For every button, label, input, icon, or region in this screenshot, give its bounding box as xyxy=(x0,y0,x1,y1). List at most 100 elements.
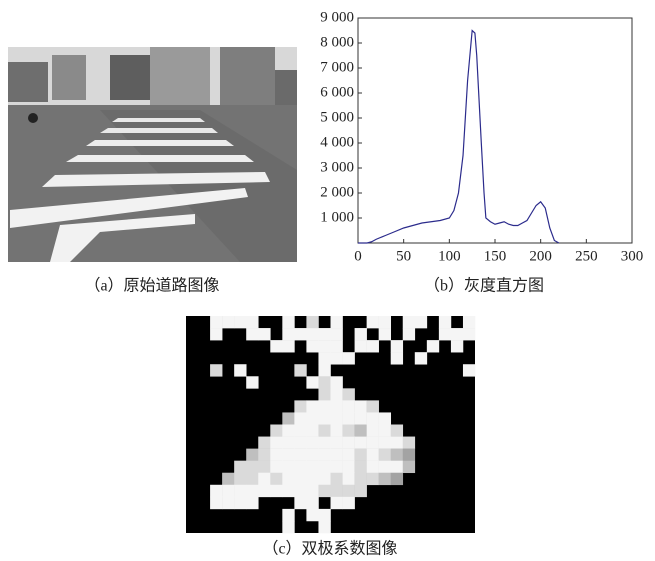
coefficient-block xyxy=(379,449,391,461)
coefficient-block xyxy=(463,316,475,328)
coefficient-block xyxy=(355,437,367,449)
coefficient-block xyxy=(331,461,343,473)
coefficient-block xyxy=(318,340,330,352)
coefficient-block xyxy=(246,485,258,497)
coefficient-block xyxy=(451,340,463,352)
coefficient-block xyxy=(318,461,330,473)
coefficient-block xyxy=(234,485,246,497)
page: {"chart_data": {"type": "line", "x": [0,… xyxy=(0,0,655,561)
coefficient-block xyxy=(331,316,343,328)
coefficient-block xyxy=(294,485,306,497)
coefficient-block xyxy=(379,425,391,437)
caption: （b）灰度直方图 xyxy=(424,277,544,295)
x-tick-label: 100 xyxy=(438,248,461,264)
coefficient-block xyxy=(415,352,427,364)
x-tick-label: 250 xyxy=(575,248,598,264)
road-photo xyxy=(8,47,297,262)
coefficient-block xyxy=(210,364,222,376)
coefficient-block xyxy=(318,376,330,388)
coefficient-block xyxy=(282,449,294,461)
plot-frame xyxy=(358,18,632,243)
coefficient-block xyxy=(367,437,379,449)
coefficient-block xyxy=(343,461,355,473)
y-tick-label: 3 000 xyxy=(320,159,354,175)
coefficient-block xyxy=(403,449,415,461)
coefficient-block xyxy=(246,497,258,509)
coefficient-block xyxy=(306,328,318,340)
coefficient-block xyxy=(306,509,318,521)
coefficient-block xyxy=(246,461,258,473)
coefficient-block xyxy=(379,328,391,340)
coefficient-block xyxy=(331,449,343,461)
coefficient-block xyxy=(367,425,379,437)
coefficient-block xyxy=(379,461,391,473)
coefficient-block xyxy=(343,388,355,400)
y-tick-label: 8 000 xyxy=(320,34,354,50)
figure: （a）原始道路图像 （b）灰度直方图 （c）双极系数图像 1 0002 0003… xyxy=(0,0,655,561)
coefficient-block xyxy=(367,449,379,461)
coefficient-block xyxy=(282,412,294,424)
coefficient-block xyxy=(391,461,403,473)
coefficient-block xyxy=(306,316,318,328)
coefficient-block xyxy=(318,364,330,376)
coefficient-block xyxy=(343,497,355,509)
coefficient-block xyxy=(282,437,294,449)
coefficient-block xyxy=(403,437,415,449)
coefficient-block xyxy=(343,425,355,437)
y-tick-label: 7 000 xyxy=(320,59,354,75)
coefficient-block xyxy=(331,497,343,509)
coefficient-block xyxy=(343,485,355,497)
coefficient-block xyxy=(318,449,330,461)
x-tick-label: 150 xyxy=(484,248,507,264)
coefficient-block xyxy=(331,400,343,412)
coefficient-block xyxy=(318,388,330,400)
coefficient-block xyxy=(331,425,343,437)
coefficient-block xyxy=(294,461,306,473)
coefficient-block xyxy=(306,449,318,461)
x-tick-label: 300 xyxy=(621,248,644,264)
coefficient-block xyxy=(318,400,330,412)
coefficient-block xyxy=(306,340,318,352)
coefficient-block xyxy=(234,316,246,328)
coefficient-block xyxy=(463,364,475,376)
coefficient-block xyxy=(234,461,246,473)
coefficient-block xyxy=(355,340,367,352)
coefficient-block xyxy=(234,497,246,509)
coefficient-block xyxy=(331,437,343,449)
coefficient-block xyxy=(222,497,234,509)
coefficient-block xyxy=(294,400,306,412)
coefficient-block xyxy=(379,437,391,449)
coefficient-block xyxy=(258,473,270,485)
coefficient-block xyxy=(246,328,258,340)
coefficient-block xyxy=(343,352,355,364)
coefficient-block xyxy=(318,425,330,437)
coefficient-block xyxy=(403,316,415,328)
coefficient-block xyxy=(343,449,355,461)
coefficient-block xyxy=(234,473,246,485)
coefficient-block xyxy=(367,412,379,424)
coefficient-block xyxy=(318,328,330,340)
coefficient-block xyxy=(258,449,270,461)
coefficient-block xyxy=(294,473,306,485)
coefficient-block xyxy=(306,473,318,485)
coefficient-block xyxy=(270,485,282,497)
coefficient-block xyxy=(391,449,403,461)
coefficient-block xyxy=(282,521,294,533)
coefficient-block xyxy=(282,316,294,328)
coefficient-block xyxy=(355,473,367,485)
coefficient-block xyxy=(331,340,343,352)
coefficient-block xyxy=(331,352,343,364)
coefficient-block xyxy=(403,328,415,340)
coefficient-block xyxy=(294,437,306,449)
coefficient-block xyxy=(282,509,294,521)
x-tick-label: 200 xyxy=(529,248,552,264)
coefficient-block xyxy=(294,328,306,340)
coefficient-block xyxy=(246,316,258,328)
coefficient-block xyxy=(355,412,367,424)
coefficient-block xyxy=(270,437,282,449)
coefficient-block xyxy=(391,340,403,352)
coefficient-block xyxy=(391,425,403,437)
coefficient-block xyxy=(306,497,318,509)
coefficient-block xyxy=(282,425,294,437)
coefficient-block xyxy=(379,473,391,485)
